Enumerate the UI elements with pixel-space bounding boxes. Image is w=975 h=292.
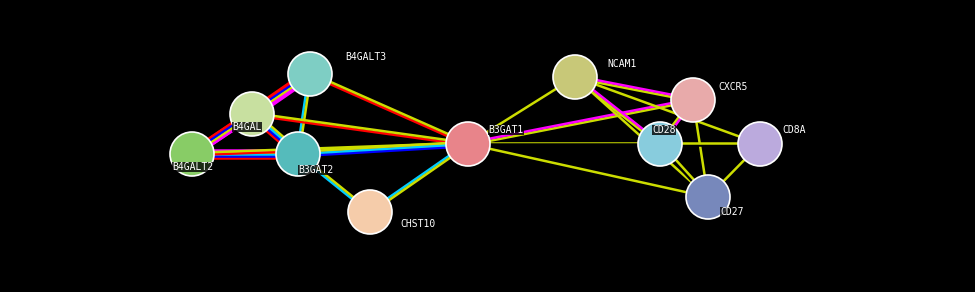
Text: CD27: CD27: [720, 207, 744, 217]
Text: B3GAT1: B3GAT1: [488, 125, 524, 135]
Circle shape: [638, 122, 682, 166]
Text: B3GAT2: B3GAT2: [298, 165, 333, 175]
Circle shape: [671, 78, 715, 122]
Text: NCAM1: NCAM1: [607, 59, 637, 69]
Circle shape: [276, 132, 320, 176]
Text: B4GAL: B4GAL: [232, 122, 261, 132]
Circle shape: [170, 132, 214, 176]
Circle shape: [446, 122, 490, 166]
Circle shape: [553, 55, 597, 99]
Circle shape: [230, 92, 274, 136]
Circle shape: [738, 122, 782, 166]
Circle shape: [686, 175, 730, 219]
Text: CXCR5: CXCR5: [718, 82, 748, 92]
Circle shape: [288, 52, 332, 96]
Circle shape: [348, 190, 392, 234]
Text: CD8A: CD8A: [782, 125, 805, 135]
Text: B4GALT2: B4GALT2: [172, 162, 214, 172]
Text: CD28: CD28: [652, 125, 676, 135]
Text: B4GALT3: B4GALT3: [345, 52, 386, 62]
Text: CHST10: CHST10: [400, 219, 435, 229]
